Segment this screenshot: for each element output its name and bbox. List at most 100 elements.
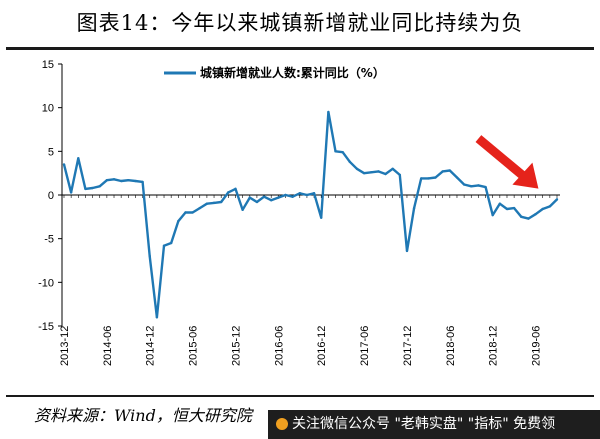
x-tick-label: 2016-12: [316, 326, 328, 366]
chart-axes: 15 10 5 0 -5 -10 -15 2013-12 2014-06 2014-12 2015-…: [38, 59, 560, 366]
data-point: [505, 207, 509, 211]
x-tick-label: 2014-12: [145, 326, 157, 366]
x-tick-label: 2018-12: [488, 326, 500, 366]
line-chart: 15 10 5 0 -5 -10 -15 2013-12 2014-06 2014-12 2015-…: [38, 59, 560, 366]
data-point: [162, 244, 166, 247]
chart-legend: 城镇新增就业人数:累计同比（%）: [164, 65, 385, 80]
data-point: [191, 211, 194, 214]
data-point: [112, 178, 116, 181]
data-point: [555, 198, 559, 201]
data-point: [77, 157, 80, 160]
data-point: [377, 170, 380, 173]
source-note: 资料来源：Wind，恒大研究院: [34, 406, 252, 425]
data-point: [548, 205, 552, 208]
data-point: [434, 176, 437, 179]
data-point: [484, 185, 487, 189]
data-point: [448, 169, 452, 172]
x-tick-label: 2017-12: [402, 326, 414, 366]
data-point: [141, 180, 144, 184]
data-point: [184, 211, 187, 214]
y-tick-label: 0: [48, 190, 54, 202]
data-point: [155, 316, 159, 319]
data-point: [291, 195, 294, 198]
data-point: [177, 220, 180, 223]
data-point: [384, 172, 387, 176]
data-point: [398, 173, 402, 177]
data-point: [462, 183, 466, 186]
data-point: [370, 171, 373, 174]
y-tick-label: -5: [44, 234, 54, 246]
data-point: [491, 213, 494, 217]
data-point: [348, 160, 351, 164]
data-point: [541, 207, 544, 211]
y-tick-label: -10: [38, 277, 54, 289]
source-divider: [6, 395, 594, 397]
x-tick-label: 2013-12: [59, 326, 71, 366]
y-tick-label: -15: [38, 321, 54, 333]
data-point: [241, 208, 244, 212]
data-point: [105, 178, 109, 182]
data-point: [455, 176, 459, 179]
data-point: [305, 193, 309, 197]
data-point: [477, 184, 480, 187]
x-tick-label: 2015-06: [188, 326, 200, 366]
y-tick-label: 5: [48, 146, 54, 158]
data-point: [320, 216, 323, 219]
data-point: [284, 193, 287, 197]
legend-label: 城镇新增就业人数:累计同比（%）: [200, 65, 385, 80]
data-point: [169, 241, 173, 245]
data-point: [134, 179, 137, 183]
data-point: [470, 185, 473, 188]
data-point: [498, 202, 502, 205]
data-point: [127, 178, 130, 182]
data-point: [341, 151, 344, 154]
data-point: [219, 200, 223, 204]
series-line: [62, 110, 558, 319]
x-tick-label: 2016-06: [273, 326, 285, 366]
x-tick-label: 2015-12: [230, 326, 242, 366]
arrow-head: [512, 162, 539, 189]
data-point: [427, 177, 430, 180]
data-point: [312, 192, 316, 195]
data-point: [91, 186, 94, 190]
data-point: [84, 187, 87, 191]
y-tick-label: 10: [42, 103, 54, 115]
data-point: [327, 110, 330, 114]
data-point: [248, 196, 251, 199]
data-point: [148, 254, 151, 258]
data-point: [227, 191, 230, 194]
watermark-text: 关注微信公众号 "老韩实盘" "指标" 免费领: [292, 416, 556, 432]
data-point: [334, 150, 337, 153]
x-tick-label: 2019-06: [531, 326, 543, 366]
figure-title: 图表14：今年以来城镇新增就业同比持续为负: [76, 11, 524, 35]
title-divider: [6, 47, 594, 50]
data-point: [420, 177, 423, 180]
watermark-logo-icon: [276, 418, 288, 430]
data-point: [69, 191, 73, 194]
data-point: [391, 167, 394, 170]
data-point: [355, 167, 359, 170]
data-point: [198, 206, 201, 210]
x-tick-label: 2018-06: [445, 326, 457, 366]
data-point: [205, 202, 209, 205]
arrow-shaft: [475, 135, 530, 183]
data-point: [234, 187, 237, 191]
data-point: [405, 249, 409, 253]
watermark-banner: 关注微信公众号 "老韩实盘" "指标" 免费领: [268, 410, 600, 439]
data-point: [362, 171, 366, 175]
data-point: [262, 195, 266, 198]
data-point: [277, 196, 280, 199]
data-point: [441, 170, 444, 173]
data-point: [520, 215, 523, 219]
data-point: [412, 206, 416, 210]
data-point: [512, 206, 516, 210]
data-point: [534, 213, 537, 216]
data-point: [212, 201, 216, 205]
x-tick-label: 2017-06: [359, 326, 371, 366]
data-point: [270, 199, 273, 202]
series-layer: [62, 110, 559, 319]
data-point: [98, 185, 101, 188]
data-point: [119, 179, 123, 183]
data-point: [298, 192, 301, 195]
annotation-arrow: [475, 135, 539, 189]
